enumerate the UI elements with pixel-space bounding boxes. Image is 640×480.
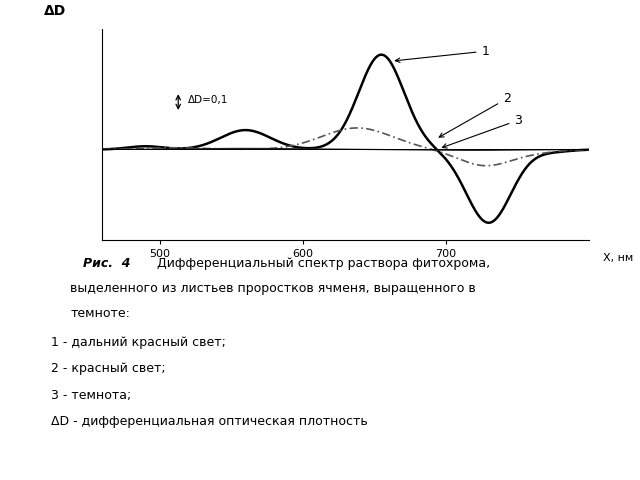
Text: выделенного из листьев проростков ячменя, выращенного в: выделенного из листьев проростков ячменя…: [70, 282, 476, 295]
Text: 2: 2: [439, 92, 511, 137]
Text: 3 - темнота;: 3 - темнота;: [51, 389, 131, 402]
Text: ΔD=0,1: ΔD=0,1: [188, 95, 228, 105]
Text: ΔD - дифференциальная оптическая плотность: ΔD - дифференциальная оптическая плотнос…: [51, 415, 368, 428]
Text: 3: 3: [442, 114, 522, 148]
Text: Рис.  4: Рис. 4: [83, 257, 131, 270]
Text: 2 - красный свет;: 2 - красный свет;: [51, 362, 166, 375]
Text: темноте:: темноте:: [70, 307, 131, 320]
Text: 1 - дальний красный свет;: 1 - дальний красный свет;: [51, 336, 226, 349]
Text: 1: 1: [396, 45, 490, 62]
Text: X, нм: X, нм: [604, 252, 634, 263]
Text: Дифференциальный спектр раствора фитохрома,: Дифференциальный спектр раствора фитохро…: [157, 257, 490, 270]
Text: ΔD: ΔD: [44, 4, 67, 18]
